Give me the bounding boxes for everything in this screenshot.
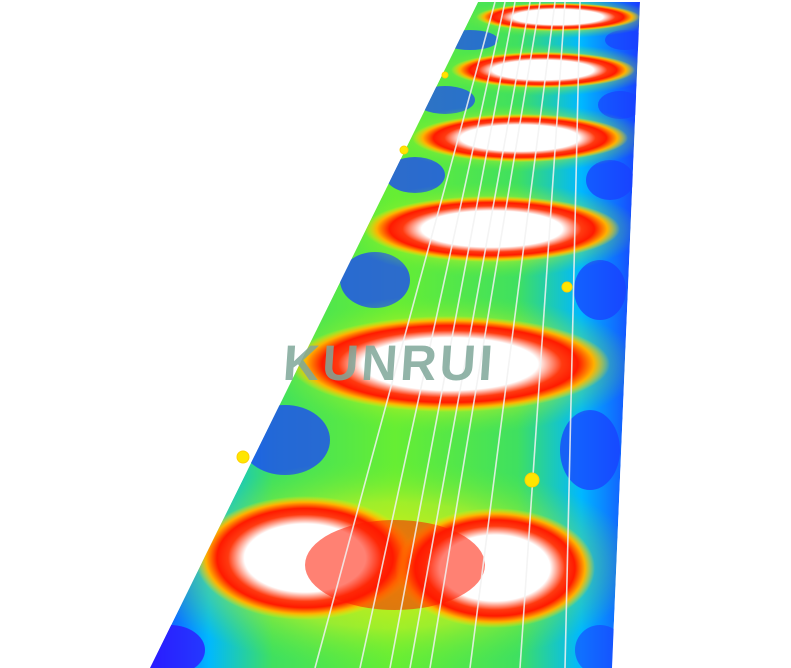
track-lines: [314, 2, 581, 668]
marker-dots: [236, 71, 573, 488]
hot-spots: [195, 3, 640, 628]
watermark-logo: KUNRUI: [281, 335, 498, 391]
